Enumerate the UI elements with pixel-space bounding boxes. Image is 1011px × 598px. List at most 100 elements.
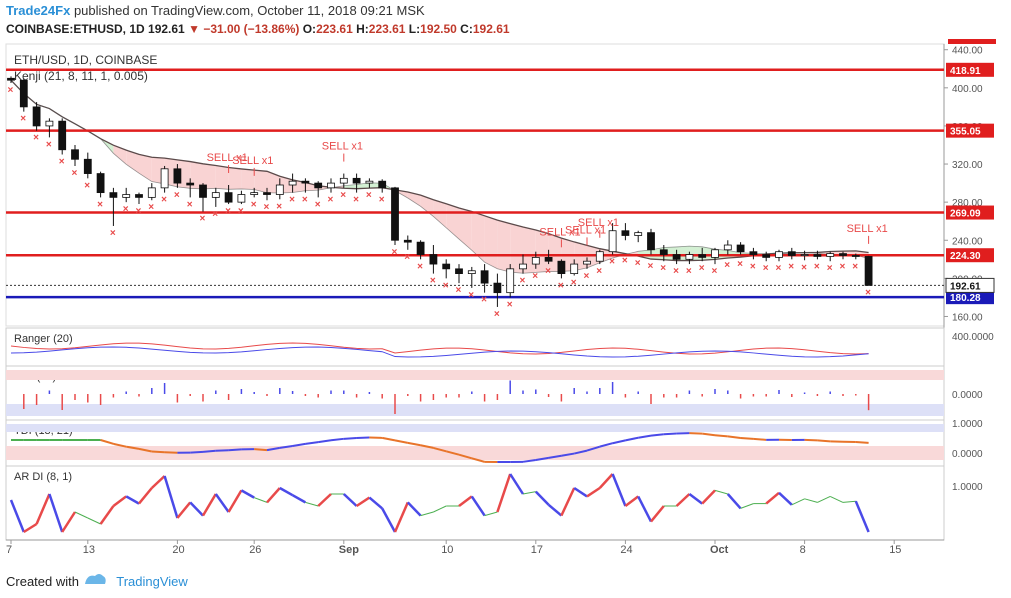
- tdi-segment: [740, 436, 754, 440]
- candle-body: [237, 194, 246, 203]
- last-price: 192.61: [148, 22, 185, 36]
- ardi-segment: [586, 486, 601, 498]
- cross-marker: ×: [72, 168, 78, 179]
- candle-body: [672, 254, 681, 260]
- ardi-segment: [342, 493, 358, 507]
- ardi-segment: [726, 493, 742, 510]
- candle-body: [224, 192, 233, 203]
- tdi-segment: [702, 432, 716, 437]
- y-tick-label: 440.00: [952, 46, 983, 57]
- ardi-segment: [381, 507, 397, 533]
- indicator-label: Kenji (21, 8, 11, 1, 0.005): [14, 69, 148, 83]
- chart-title: ETH/USD, 1D, COINBASE: [14, 53, 157, 67]
- tdi-segment: [650, 433, 664, 437]
- ardi-segment: [201, 493, 217, 517]
- candle-body: [7, 77, 15, 81]
- candle-body: [96, 173, 105, 194]
- cross-marker: ×: [814, 261, 820, 272]
- cloud-segment: [215, 165, 229, 190]
- cross-marker: ×: [8, 85, 14, 96]
- ardi-segment: [61, 511, 77, 533]
- ardi-segment: [112, 495, 127, 507]
- cross-marker: ×: [648, 261, 654, 272]
- tdi-segment: [817, 439, 831, 443]
- msi-value: 0.0000: [952, 390, 983, 401]
- candle-body: [83, 158, 92, 174]
- tdi-segment: [394, 439, 408, 444]
- cross-marker: ×: [443, 280, 449, 291]
- level-label: 418.91: [950, 66, 981, 77]
- sell-signal-label: SELL x1: [232, 155, 273, 167]
- tdi-segment: [164, 451, 178, 454]
- ardi-segment: [393, 501, 409, 533]
- ardi-segment: [675, 493, 691, 507]
- ardi-segment: [573, 486, 588, 498]
- cross-marker: ×: [801, 262, 807, 273]
- x-tick-label: 8: [800, 544, 806, 556]
- publisher-name[interactable]: Trade24Fx: [6, 3, 71, 18]
- candle-body: [787, 251, 796, 256]
- ranger-blue-line: [10, 346, 869, 358]
- ardi-segment: [765, 491, 780, 505]
- ardi-segment: [624, 495, 639, 507]
- tdi-segment: [228, 448, 242, 452]
- ardi-segment: [688, 493, 703, 505]
- ardi-segment: [317, 493, 332, 507]
- tdi-segment: [714, 434, 728, 438]
- sell-signal-label: SELL x1: [539, 226, 580, 238]
- ardi-segment: [791, 498, 805, 506]
- y-tick-label: 280.00: [952, 198, 983, 209]
- candle-body: [378, 180, 387, 189]
- candle-body: [263, 192, 271, 195]
- cloud-segment: [471, 211, 485, 263]
- candle-body: [250, 192, 259, 195]
- tdi-segment: [586, 445, 601, 452]
- cross-marker: ×: [289, 195, 295, 206]
- cross-marker: ×: [46, 139, 52, 150]
- ardi-segment: [189, 501, 204, 517]
- candle-body: [186, 182, 195, 186]
- pane-title: AR DI (8, 1): [14, 471, 72, 483]
- candle-body: [826, 253, 835, 257]
- ardi-segment: [9, 499, 25, 533]
- cloud-segment: [190, 161, 203, 189]
- ardi-segment: [804, 498, 818, 503]
- last-price-label: 192.61: [950, 281, 981, 292]
- tdi-segment: [305, 441, 319, 445]
- price-pane: [5, 43, 945, 327]
- cross-marker: ×: [392, 247, 398, 258]
- y-tick-label: 240.00: [952, 236, 983, 247]
- cross-marker: ×: [161, 195, 167, 206]
- tdi-segment: [727, 435, 741, 439]
- y-tick-label: 160.00: [952, 312, 983, 323]
- ardi-segment: [598, 473, 614, 489]
- cross-marker: ×: [276, 201, 282, 212]
- ardi-segment: [420, 511, 434, 517]
- top-price-badge: [948, 39, 996, 44]
- cross-marker: ×: [123, 204, 129, 215]
- tdi-segment: [804, 438, 818, 442]
- ardi-segment: [254, 497, 268, 503]
- y-tick-label: 320.00: [952, 160, 983, 171]
- candle-body: [45, 120, 54, 127]
- ardi-segment: [163, 475, 179, 519]
- level-badge: [946, 62, 994, 77]
- tdi-value-top: 1.0000: [952, 419, 983, 430]
- candle-body: [480, 270, 489, 284]
- ardi-segment: [611, 473, 627, 507]
- cross-marker: ×: [200, 214, 206, 225]
- tradingview-link[interactable]: TradingView: [116, 574, 188, 589]
- level-badge: [946, 290, 994, 305]
- tdi-segment: [561, 452, 575, 457]
- price-change: −31.00 (−13.86%): [203, 22, 300, 36]
- candle-body: [608, 230, 617, 253]
- x-tick-label: 7: [6, 544, 12, 556]
- tdi-segment: [625, 436, 639, 442]
- x-tick-label: 13: [83, 544, 95, 556]
- x-tick-label: 17: [531, 544, 543, 556]
- tdi-segment: [113, 442, 127, 448]
- level-badge: [946, 248, 994, 263]
- tdi-segment: [318, 439, 332, 444]
- cross-marker: ×: [827, 263, 833, 274]
